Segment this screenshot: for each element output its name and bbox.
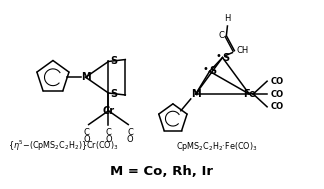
Text: C: C xyxy=(127,128,133,136)
Text: O: O xyxy=(105,135,112,144)
Text: Fe: Fe xyxy=(243,89,256,99)
Text: S: S xyxy=(223,53,230,63)
Text: •: • xyxy=(215,51,222,61)
Text: CpMS$_2$C$_2$H$_2$·Fe(CO)$_3$: CpMS$_2$C$_2$H$_2$·Fe(CO)$_3$ xyxy=(176,140,257,153)
Text: CH: CH xyxy=(236,46,249,55)
Text: •: • xyxy=(203,64,209,74)
Text: CO: CO xyxy=(271,102,284,111)
Text: S: S xyxy=(110,89,117,99)
Text: C: C xyxy=(84,128,90,136)
Text: Cr: Cr xyxy=(102,106,114,116)
Text: O: O xyxy=(83,135,90,144)
Text: C: C xyxy=(106,128,111,136)
Text: O: O xyxy=(127,135,133,144)
Text: C: C xyxy=(219,31,225,40)
Text: CO: CO xyxy=(271,90,284,98)
Text: $\{η^5$−(CpMS$_2$C$_2$H$_2$)}Cr(CO)$_3$: $\{η^5$−(CpMS$_2$C$_2$H$_2$)}Cr(CO)$_3$ xyxy=(8,139,119,153)
Text: M = Co, Rh, Ir: M = Co, Rh, Ir xyxy=(110,165,214,178)
Text: H: H xyxy=(224,14,231,23)
Text: CO: CO xyxy=(271,77,284,86)
Text: M: M xyxy=(191,89,201,99)
Text: S: S xyxy=(210,66,217,76)
Text: M: M xyxy=(81,72,90,82)
Text: S: S xyxy=(110,56,117,66)
